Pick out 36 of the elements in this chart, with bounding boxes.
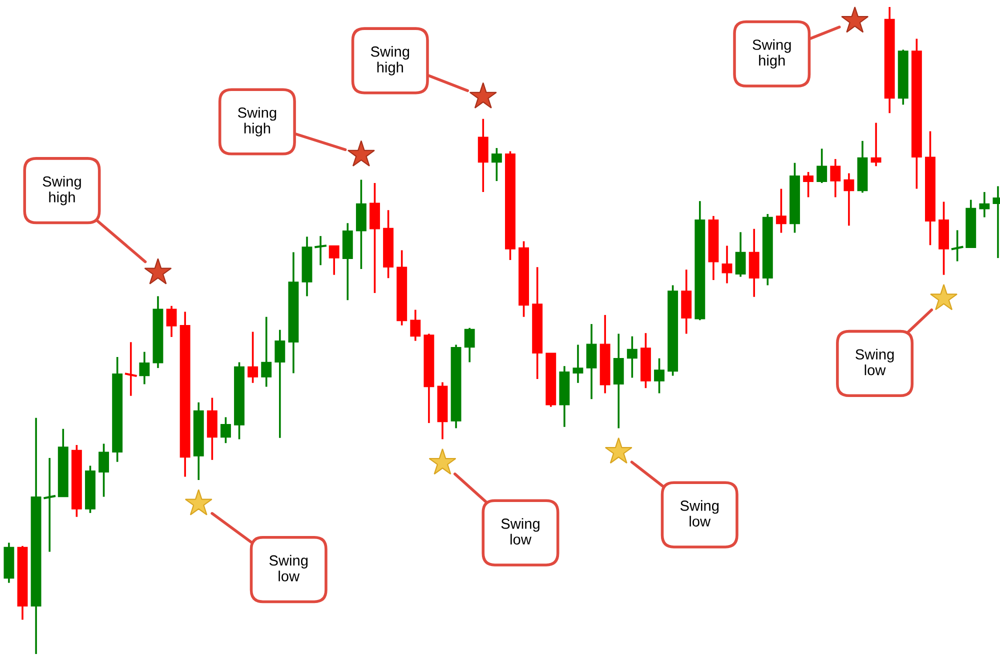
candlestick <box>98 442 110 498</box>
annotation: Swing high <box>238 107 276 136</box>
candlestick <box>248 330 258 384</box>
candlestick <box>735 231 746 278</box>
candlestick <box>464 327 475 364</box>
candlestick <box>166 305 177 338</box>
candlestick <box>410 308 421 342</box>
candlestick <box>722 244 732 284</box>
candlestick <box>314 235 326 266</box>
candlestick <box>586 323 597 400</box>
candlestick <box>44 457 56 553</box>
candlestick <box>274 328 286 439</box>
candlestick <box>572 344 584 384</box>
candlestick <box>979 191 990 218</box>
annotation: Swing low <box>680 500 719 527</box>
candlestick <box>654 357 664 394</box>
candlestick <box>803 171 814 198</box>
candlestick <box>951 229 964 262</box>
annotation: Swing low <box>856 348 894 376</box>
candlestick <box>139 350 150 386</box>
annotation: Swing low <box>269 554 308 582</box>
annotation: Swing high <box>752 39 791 69</box>
candlestick <box>491 147 502 182</box>
annotation: Swing low <box>501 518 540 545</box>
candlestick <box>220 416 231 444</box>
candlestick <box>816 148 828 184</box>
candlestick <box>844 172 854 227</box>
candlestick <box>870 122 882 168</box>
annotation: Swing high <box>42 176 81 206</box>
candlestick <box>626 335 638 379</box>
annotation: Swing high <box>370 46 410 76</box>
candlestick <box>830 158 841 198</box>
candlestick <box>261 316 272 388</box>
candlestick <box>124 341 137 397</box>
candlestick <box>776 188 786 234</box>
candlestick <box>328 244 340 276</box>
